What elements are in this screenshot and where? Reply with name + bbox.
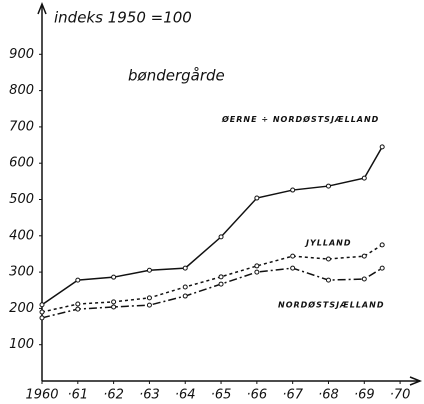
data-point	[325, 256, 331, 262]
y-tick-label: 400	[9, 228, 34, 243]
x-tick-label: ·64	[175, 388, 196, 403]
data-point	[325, 183, 331, 189]
series-line	[41, 146, 383, 306]
x-tick-label: ·63	[139, 388, 160, 403]
data-point	[290, 187, 296, 193]
data-point	[75, 306, 81, 312]
data-point	[218, 274, 224, 280]
chart-title: bøndergårde	[128, 67, 225, 85]
y-tick-label: 200	[9, 301, 34, 316]
x-tick-label: ·62	[103, 388, 124, 403]
data-point	[146, 302, 152, 308]
data-point	[361, 253, 367, 259]
x-axis-arrow	[409, 376, 423, 386]
x-tick-label: 1960	[25, 388, 58, 403]
data-point	[39, 309, 45, 315]
data-point	[379, 242, 385, 248]
data-point	[254, 263, 260, 269]
y-tick-label: 700	[9, 119, 34, 134]
series-line	[41, 244, 383, 313]
data-point	[361, 175, 367, 181]
data-point	[146, 267, 152, 273]
series-label: NORDØSTSJÆLLAND	[278, 299, 384, 309]
x-tick-label: ·67	[282, 388, 303, 403]
data-point	[39, 315, 45, 321]
data-point	[290, 253, 296, 259]
x-tick-label: ·70	[390, 388, 411, 403]
data-point	[379, 144, 385, 150]
data-point	[325, 277, 331, 283]
x-tick-label: ·69	[354, 388, 375, 403]
y-tick-label: 800	[9, 83, 34, 98]
data-point	[111, 299, 117, 305]
y-axis-label: indeks 1950 =100	[54, 9, 192, 27]
y-tick-label: 100	[9, 337, 34, 352]
data-point	[361, 276, 367, 282]
data-point	[254, 269, 260, 275]
data-point	[182, 265, 188, 271]
data-point	[218, 281, 224, 287]
x-tick-label: ·68	[318, 388, 339, 403]
data-point	[111, 304, 117, 310]
x-tick-label: ·65	[211, 388, 232, 403]
y-tick-label: 900	[9, 47, 34, 62]
series-label: ØERNE ÷ NORDØSTSJÆLLAND	[221, 114, 379, 124]
series-label: JYLLAND	[304, 239, 352, 248]
data-point	[39, 302, 45, 308]
series-line	[41, 267, 383, 319]
data-point	[146, 295, 152, 301]
y-axis-arrow	[37, 1, 47, 15]
y-tick-label: 600	[9, 156, 34, 171]
data-point	[75, 301, 81, 307]
x-tick-label: ·66	[247, 388, 268, 403]
data-point	[182, 293, 188, 299]
data-point	[379, 265, 385, 271]
data-point	[75, 277, 81, 283]
data-point	[182, 284, 188, 290]
data-point	[254, 195, 260, 201]
data-point	[111, 274, 117, 280]
data-point	[218, 234, 224, 240]
x-tick-label: ·61	[67, 388, 88, 403]
data-point	[290, 265, 296, 271]
y-tick-label: 300	[9, 265, 34, 280]
y-tick-label: 500	[9, 192, 34, 207]
